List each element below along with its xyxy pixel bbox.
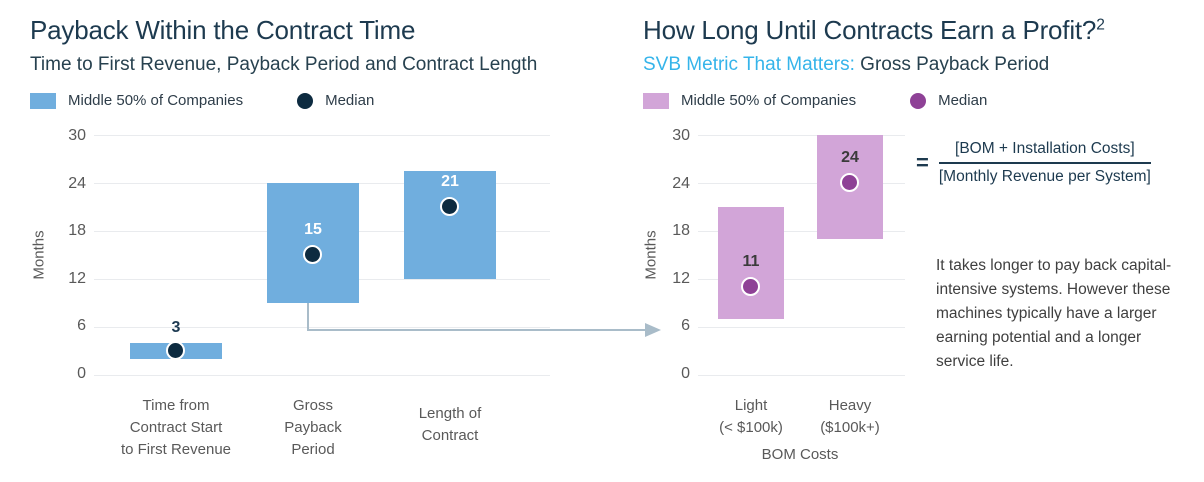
- range-bar-gross-payback: [267, 183, 359, 303]
- right-chart-title-text: How Long Until Contracts Earn a Profit?: [643, 15, 1097, 45]
- y-tick-label: 12: [672, 269, 690, 287]
- median-dot-icon: [297, 92, 314, 109]
- legend-median-label: Median: [325, 92, 375, 109]
- formula-denominator: [Monthly Revenue per System]: [938, 168, 1151, 185]
- x-category-line: Heavy: [828, 397, 872, 414]
- x-category-label: Length of Contract: [370, 395, 530, 447]
- x-category-label: Heavy ($100k+): [790, 395, 910, 439]
- formula-numerator: [BOM + Installation Costs]: [938, 140, 1151, 164]
- right-chart-subtitle: SVB Metric That Matters: Gross Payback P…: [643, 54, 1049, 76]
- subtitle-emphasis: SVB Metric That Matters:: [643, 54, 855, 75]
- legend-range-label: Middle 50% of Companies: [68, 92, 244, 109]
- x-category-line: Length of: [418, 405, 482, 422]
- x-category-label: Gross Payback Period: [233, 395, 393, 461]
- formula-fraction: [BOM + Installation Costs] [Monthly Reve…: [938, 140, 1151, 186]
- range-swatch-icon: [30, 92, 56, 109]
- median-dot: [840, 173, 859, 192]
- right-y-tick-labels: 30 24 18 12 6 0: [644, 127, 690, 383]
- median-dot-icon: [910, 92, 927, 109]
- x-category-line: ($100k+): [820, 419, 880, 436]
- y-tick-label: 6: [77, 317, 86, 335]
- median-value-label: 24: [841, 149, 859, 166]
- y-tick-label: 6: [681, 317, 690, 335]
- legend-range-label: Middle 50% of Companies: [681, 92, 857, 109]
- left-chart-title: Payback Within the Contract Time: [30, 15, 416, 45]
- y-tick-label: 30: [68, 127, 86, 144]
- subtitle-rest: Gross Payback Period: [860, 54, 1050, 75]
- left-y-tick-labels: 30 24 18 12 6 0: [40, 127, 86, 383]
- equals-sign: =: [916, 150, 929, 175]
- x-category-label: Time from Contract Start to First Revenu…: [96, 395, 256, 461]
- right-legend: Middle 50% of Companies Median: [643, 92, 987, 109]
- annotation-text: It takes longer to pay back capital-inte…: [936, 256, 1172, 370]
- right-chart-title: How Long Until Contracts Earn a Profit?2: [643, 15, 1105, 46]
- payback-formula: = [BOM + Installation Costs] [Monthly Re…: [916, 140, 1151, 186]
- x-category-line: Gross: [292, 397, 333, 414]
- y-tick-label: 18: [672, 222, 690, 240]
- x-category-line: Contract: [421, 427, 479, 444]
- y-tick-label: 18: [68, 222, 86, 240]
- x-category-line: (< $100k): [719, 419, 783, 436]
- legend-median-label: Median: [938, 92, 988, 109]
- y-tick-label: 0: [681, 364, 690, 382]
- x-category-line: Time from: [142, 397, 210, 414]
- connector-arrow-icon: [307, 303, 661, 337]
- median-value-label: 11: [742, 253, 760, 270]
- x-axis-title: BOM Costs: [761, 446, 839, 463]
- x-category-line: Payback: [284, 419, 342, 436]
- range-bar-contract-length: [404, 171, 496, 279]
- range-swatch-icon: [643, 92, 669, 109]
- median-dot: [166, 341, 185, 360]
- median-value-label: 15: [304, 221, 322, 238]
- median-value-label: 21: [441, 173, 459, 190]
- footnote-superscript: 2: [1096, 16, 1105, 34]
- range-bar-light-bom: [718, 207, 784, 319]
- median-value-label: 3: [171, 319, 181, 336]
- x-category-line: Period: [291, 441, 335, 458]
- left-chart-subtitle: Time to First Revenue, Payback Period an…: [30, 54, 538, 75]
- y-tick-label: 24: [672, 174, 690, 192]
- y-tick-label: 12: [68, 269, 86, 287]
- x-category-label: Light (< $100k): [691, 395, 811, 439]
- x-category-line: Light: [734, 397, 768, 414]
- median-dot: [741, 277, 760, 296]
- left-legend: Middle 50% of Companies Median: [30, 92, 374, 109]
- x-category-line: Contract Start: [129, 419, 223, 436]
- y-tick-label: 0: [77, 364, 86, 382]
- x-category-line: to First Revenue: [120, 441, 232, 458]
- median-dot: [440, 197, 459, 216]
- median-dot: [303, 245, 322, 264]
- y-tick-label: 30: [672, 127, 690, 144]
- y-tick-label: 24: [68, 174, 86, 192]
